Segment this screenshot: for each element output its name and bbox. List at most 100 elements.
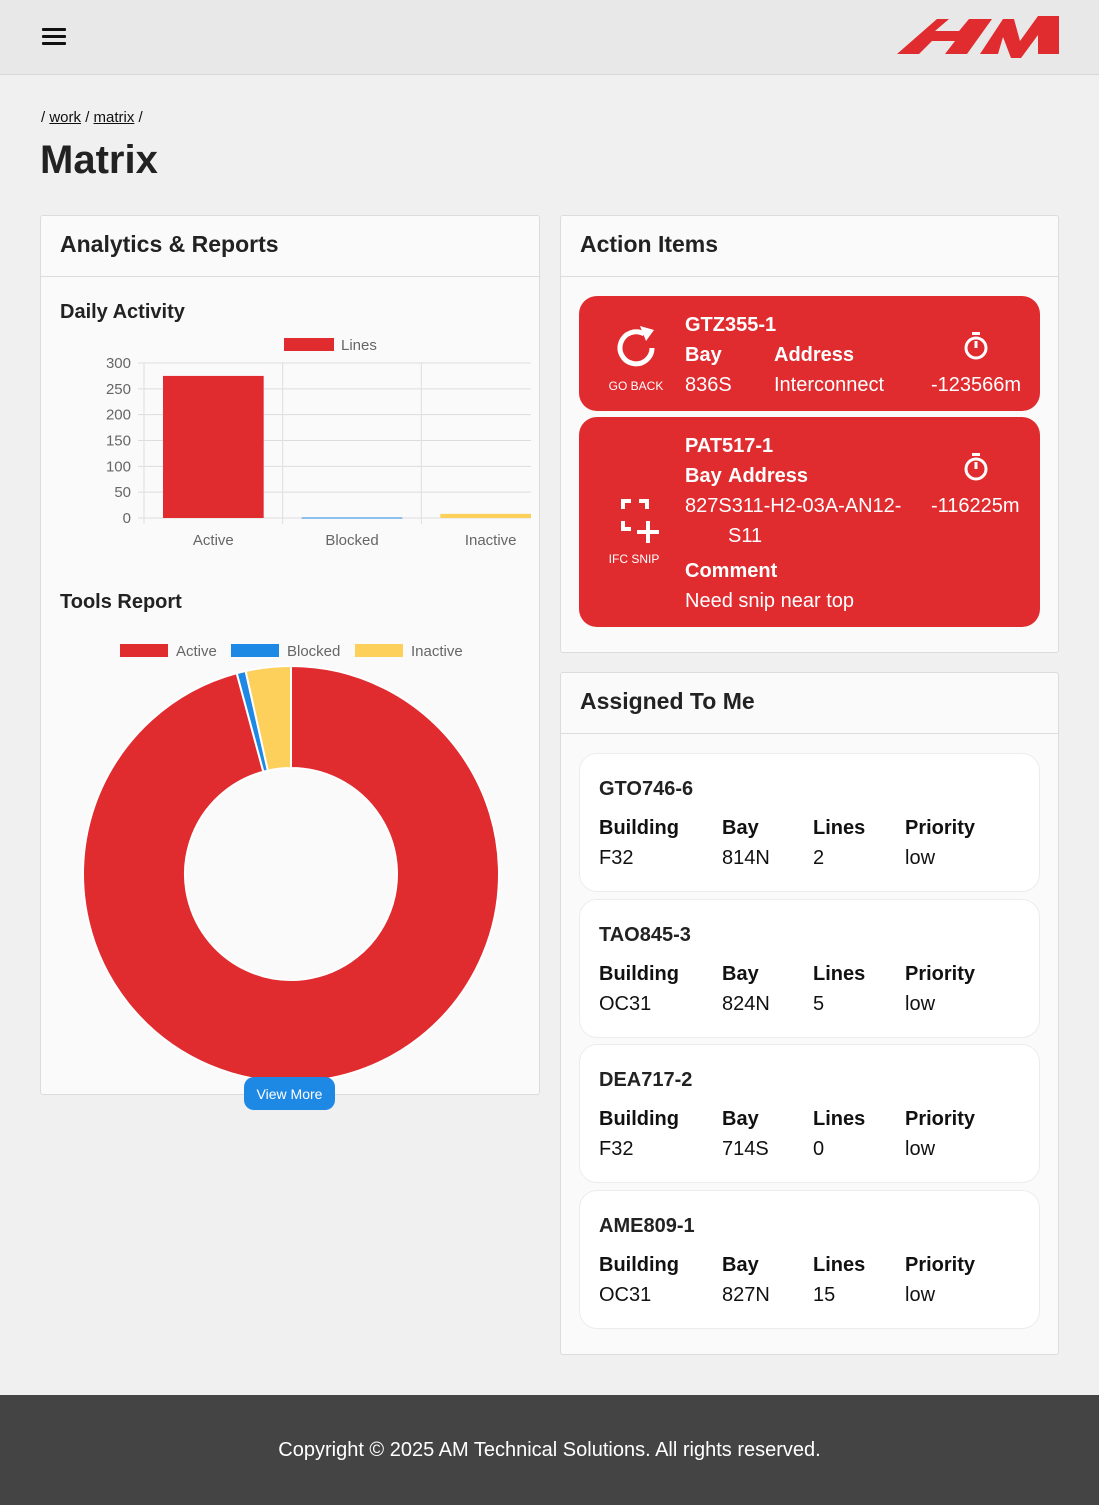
- y-tick-label: 50: [114, 484, 131, 501]
- action-code: PAT517-1: [685, 435, 774, 457]
- assigned-code: GTO746-6: [599, 778, 694, 800]
- footer: Copyright © 2025 AM Technical Solutions.…: [0, 1395, 1099, 1505]
- building-value: OC31: [599, 1284, 652, 1306]
- priority-label: Priority: [905, 817, 976, 839]
- breadcrumb-work[interactable]: work: [49, 109, 82, 126]
- breadcrumb-separator: /: [138, 109, 143, 126]
- daily-activity-title: Daily Activity: [60, 301, 185, 323]
- action-code: GTZ355-1: [685, 314, 777, 336]
- address-value: 827S311-H2-03A-AN12-: [685, 495, 902, 517]
- refresh-icon: [617, 326, 655, 367]
- bay-value: 814N: [722, 847, 770, 869]
- breadcrumb-separator: /: [41, 109, 46, 126]
- building-label: Building: [599, 1108, 679, 1130]
- priority-label: Priority: [905, 1254, 976, 1276]
- legend-swatch: [231, 644, 279, 657]
- page-title: Matrix: [40, 138, 158, 182]
- building-label: Building: [599, 1254, 679, 1276]
- lines-label: Lines: [813, 817, 866, 839]
- breadcrumb: / work / matrix /: [41, 109, 143, 126]
- lines-value: 0: [813, 1138, 825, 1160]
- comment-value: Need snip near top: [685, 590, 855, 612]
- y-tick-label: 250: [106, 381, 131, 398]
- assigned-title: Assigned To Me: [561, 673, 1058, 734]
- legend-label: Lines: [341, 337, 377, 354]
- bay-label: Bay: [722, 963, 759, 985]
- analytics-card: Analytics & Reports Daily Activity Lines…: [40, 215, 540, 1095]
- address-label: Address: [774, 344, 855, 366]
- priority-value: low: [905, 1284, 936, 1306]
- copyright-text: Copyright © 2025 AM Technical Solutions.…: [278, 1439, 821, 1461]
- breadcrumb-matrix[interactable]: matrix: [93, 109, 135, 126]
- view-more-button[interactable]: View More: [244, 1077, 335, 1110]
- bay-value: 836S: [685, 374, 732, 396]
- bay-label: Bay: [722, 1254, 759, 1276]
- lines-label: Lines: [813, 1108, 866, 1130]
- ifc-snip-action[interactable]: IFC SNIP: [599, 497, 669, 566]
- action-item[interactable]: IFC SNIP PAT517-1 Bay Address 827S311-H2…: [579, 417, 1040, 627]
- timer-value: -116225m: [931, 495, 1020, 517]
- comment-label: Comment: [685, 560, 778, 582]
- priority-label: Priority: [905, 1108, 976, 1130]
- bay-value: 714S: [722, 1138, 769, 1160]
- bar: [440, 513, 531, 518]
- legend-label: Inactive: [411, 643, 463, 660]
- tools-report-chart: Active Blocked Inactive: [82, 643, 500, 1083]
- lines-label: Lines: [813, 1254, 866, 1276]
- bay-label: Bay: [685, 465, 722, 487]
- timer-value: -123566m: [931, 374, 1022, 396]
- building-value: OC31: [599, 993, 652, 1015]
- building-value: F32: [599, 847, 634, 869]
- action-items-card: Action Items GO BACK GTZ355-1 Bay Addres…: [560, 215, 1059, 653]
- legend-swatch: [355, 644, 403, 657]
- action-item[interactable]: GO BACK GTZ355-1 Bay Address 836S Interc…: [579, 296, 1040, 411]
- bay-label: Bay: [722, 817, 759, 839]
- donut-slice: [244, 664, 292, 772]
- legend-swatch: [120, 644, 168, 657]
- donut-slice: [82, 664, 500, 1083]
- snip-icon: [621, 499, 659, 543]
- go-back-action[interactable]: GO BACK: [601, 324, 671, 393]
- hamburger-menu-icon[interactable]: [42, 28, 68, 48]
- assigned-item[interactable]: TAO845-3 Building OC31 Bay 824N Lines 5 Priorit…: [579, 899, 1040, 1038]
- bay-value: 827N: [722, 1284, 770, 1306]
- action-items-title: Action Items: [561, 216, 1058, 277]
- breadcrumb-separator: /: [85, 109, 90, 126]
- bar: [301, 517, 403, 519]
- bay-value: 824N: [722, 993, 770, 1015]
- address-value-cont: S11: [728, 525, 763, 547]
- top-bar: [0, 0, 1099, 75]
- assigned-item[interactable]: AME809-1 Building OC31 Bay 827N Lines 15 Priori…: [579, 1190, 1040, 1329]
- assigned-item[interactable]: DEA717-2 Building F32 Bay 714S Lines 0 Priority…: [579, 1044, 1040, 1183]
- building-label: Building: [599, 963, 679, 985]
- lines-value: 5: [813, 993, 825, 1015]
- address-label: Address: [728, 465, 809, 487]
- tools-report-title: Tools Report: [60, 591, 182, 613]
- am-logo[interactable]: [897, 15, 1059, 59]
- priority-label: Priority: [905, 963, 976, 985]
- y-tick-label: 200: [106, 407, 131, 424]
- bar: [163, 375, 264, 518]
- legend-swatch: [284, 338, 334, 351]
- address-value: Interconnect: [774, 374, 885, 396]
- assigned-code: DEA717-2: [599, 1069, 693, 1091]
- building-value: F32: [599, 1138, 634, 1160]
- building-label: Building: [599, 817, 679, 839]
- y-tick-label: 150: [106, 433, 131, 450]
- y-tick-label: 300: [106, 355, 131, 372]
- assigned-code: TAO845-3: [599, 924, 691, 946]
- ifc-snip-label: IFC SNIP: [608, 552, 660, 566]
- assigned-item[interactable]: GTO746-6 Building F32 Bay 814N Lines 2 Priority…: [579, 753, 1040, 892]
- x-tick-label: Inactive: [465, 532, 517, 549]
- analytics-title: Analytics & Reports: [41, 216, 539, 277]
- go-back-label: GO BACK: [608, 379, 664, 393]
- priority-value: low: [905, 847, 936, 869]
- daily-activity-chart: Lines 300 250 200 150 100 50 0 Active Blocked Inac…: [106, 337, 531, 549]
- priority-value: low: [905, 1138, 936, 1160]
- x-tick-label: Active: [193, 532, 234, 549]
- priority-value: low: [905, 993, 936, 1015]
- bay-label: Bay: [722, 1108, 759, 1130]
- lines-value: 2: [813, 847, 825, 869]
- lines-value: 15: [813, 1284, 836, 1306]
- assigned-to-me-card: Assigned To Me GTO746-6 Building F32 Bay 814…: [560, 672, 1059, 1355]
